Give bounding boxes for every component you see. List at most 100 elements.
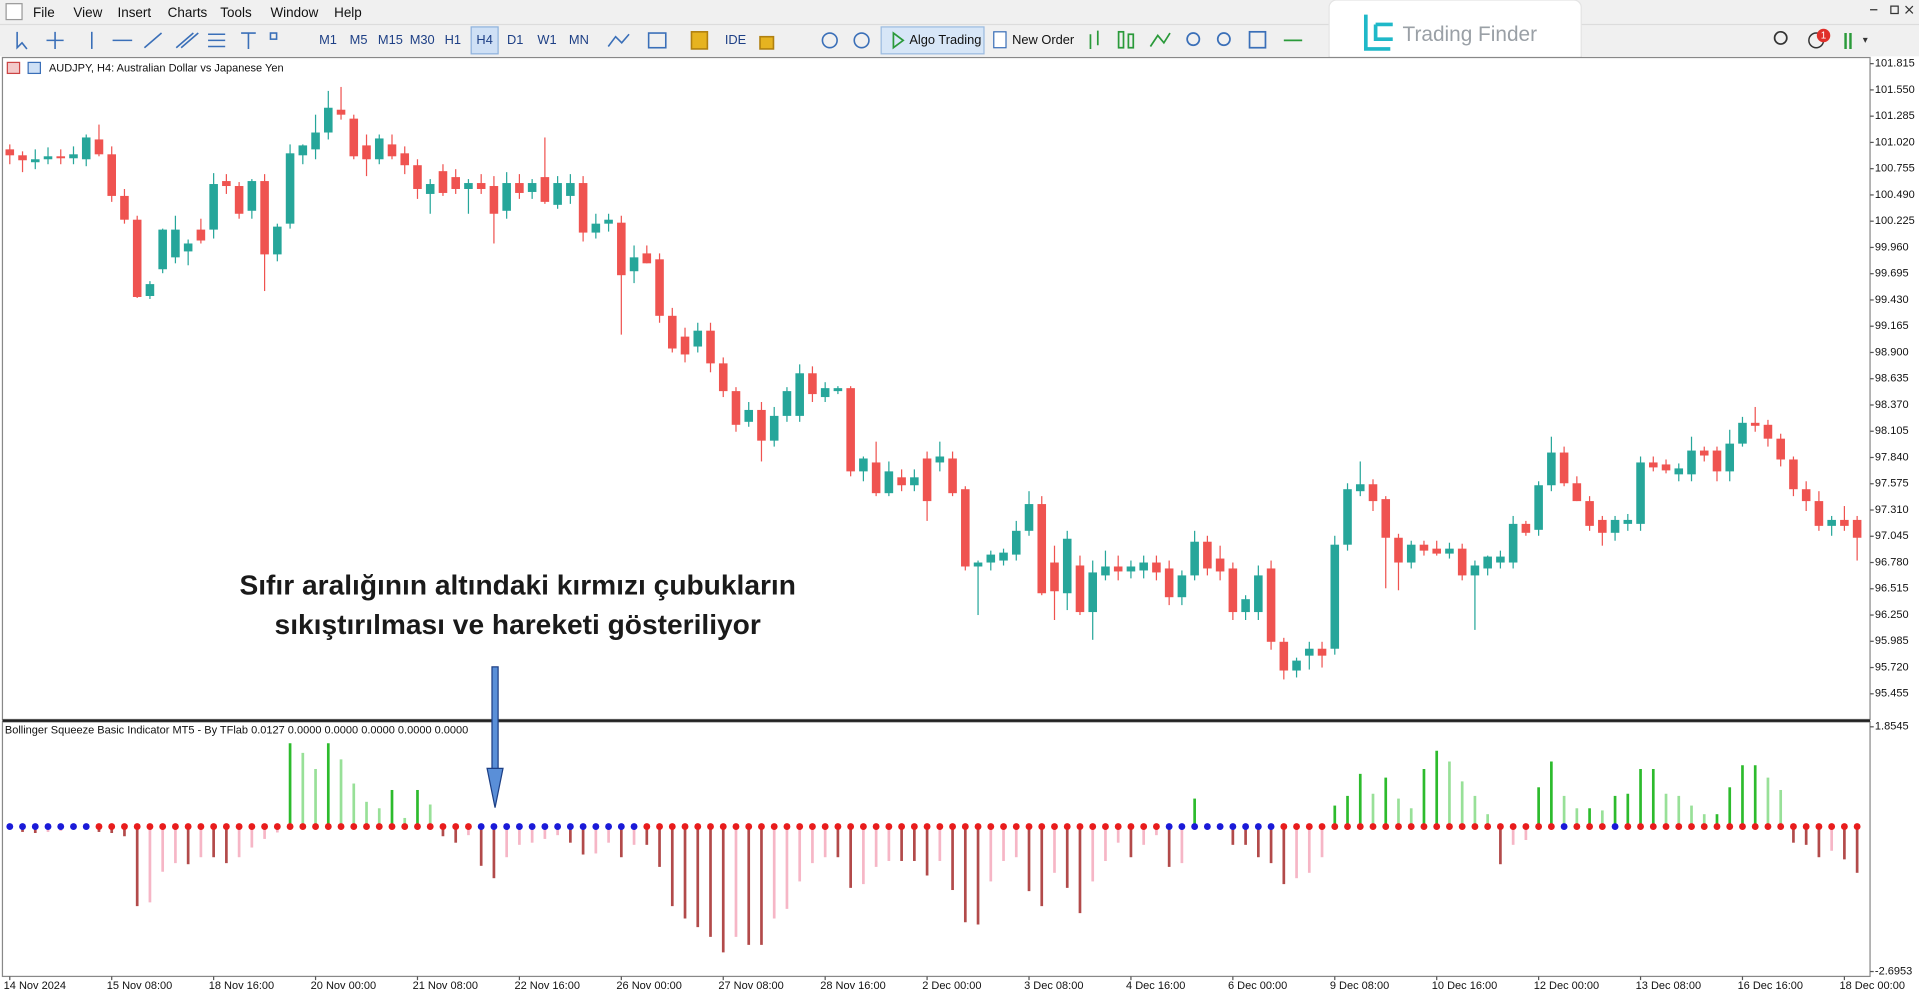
timeframe-button[interactable]: D1 (507, 32, 523, 47)
candle-body (1241, 599, 1250, 613)
candle-body (1763, 424, 1773, 439)
candle-body (425, 184, 435, 194)
channel-icon[interactable] (175, 32, 199, 49)
line-icon[interactable] (1149, 32, 1171, 47)
y-tick-label: 100.755 (1875, 163, 1915, 175)
zoom-out-icon[interactable] (1216, 32, 1231, 47)
candle-body (1292, 660, 1301, 671)
squeeze-dot (414, 823, 421, 830)
squeeze-dot (1165, 823, 1173, 830)
squeeze-dot (1051, 823, 1058, 830)
drawing-tools[interactable] (16, 31, 278, 50)
cursor-icon[interactable] (16, 31, 28, 50)
menu-item[interactable]: Charts (168, 5, 208, 20)
shapes-icon[interactable] (269, 32, 278, 40)
candle-body (935, 456, 945, 463)
menu-item[interactable]: Help (334, 5, 362, 20)
candle-body (961, 489, 970, 567)
squeeze-dot (159, 823, 167, 830)
candle-body (1457, 548, 1467, 576)
tile-icon[interactable] (1248, 30, 1267, 49)
trendline-icon[interactable] (143, 32, 163, 49)
candle-body (693, 330, 703, 347)
lock-icon[interactable] (759, 35, 775, 50)
squeeze-dot (554, 823, 562, 830)
menu-arrow: ▾ (1863, 35, 1868, 46)
menu-item[interactable]: File (33, 5, 55, 20)
squeeze-dot (465, 823, 472, 830)
timeframe-button[interactable]: M30 (410, 32, 435, 47)
x-tick-label: 10 Dec 16:00 (1432, 980, 1497, 992)
squeeze-dot (1496, 823, 1504, 830)
candles-icon-2[interactable] (1127, 33, 1135, 49)
y-tick-label: 99.165 (1875, 320, 1909, 332)
squeeze-dot (1713, 823, 1721, 830)
menu-item[interactable]: Insert (117, 5, 151, 20)
x-tick-label: 16 Dec 16:00 (1738, 980, 1803, 992)
fibo-icon[interactable] (208, 33, 226, 48)
candle-body (833, 388, 843, 392)
squeeze-dot (528, 823, 536, 830)
candle-body (1126, 566, 1136, 572)
candles-icon[interactable] (1117, 30, 1125, 49)
menu-item[interactable]: View (73, 5, 102, 20)
template-icon[interactable] (647, 32, 667, 49)
bars-icon[interactable] (1089, 30, 1099, 49)
crosshair-icon[interactable] (46, 31, 64, 49)
squeeze-dot (1369, 823, 1377, 830)
candle-body (1164, 568, 1174, 598)
candle-body (30, 159, 40, 163)
candle-body (1381, 499, 1391, 538)
ide-button[interactable]: IDE (725, 32, 746, 47)
zoom-in-icon[interactable] (1186, 32, 1201, 47)
menu-item[interactable]: Window (270, 5, 318, 20)
squeeze-dot (401, 823, 409, 830)
candle-body (171, 229, 180, 258)
timeframe-button[interactable]: M15 (378, 32, 403, 47)
y-tick-label: 1.8545 (1875, 721, 1909, 733)
menu-item[interactable]: Tools (220, 5, 252, 20)
timeframe-button[interactable]: M5 (350, 32, 368, 47)
y-tick-label: 99.695 (1875, 268, 1909, 280)
window-controls[interactable] (1870, 5, 1914, 15)
y-tick-label: 98.370 (1875, 399, 1909, 411)
indicator-icon[interactable] (607, 33, 630, 47)
squeeze-dot (987, 823, 995, 830)
timeframe-button[interactable]: W1 (537, 32, 556, 47)
candle-body (1559, 452, 1569, 484)
timeframe-button[interactable]: M1 (319, 32, 337, 47)
squeeze-dot (1127, 823, 1135, 830)
timeframe-button[interactable]: H4 (476, 32, 492, 47)
squeeze-dot (1293, 823, 1300, 830)
text-icon[interactable] (241, 32, 256, 49)
algo-trading-button[interactable] (880, 26, 985, 55)
squeeze-dot (732, 823, 740, 830)
candle-body (668, 315, 677, 349)
squeeze-dot (1420, 823, 1428, 830)
cloud-icon[interactable] (821, 32, 838, 49)
x-tick-label: 2 Dec 00:00 (922, 980, 981, 992)
squeeze-dot (1280, 823, 1288, 830)
candle-body (1814, 501, 1824, 526)
chart-tools[interactable] (607, 31, 870, 50)
market-icon[interactable] (690, 31, 709, 50)
squeeze-dot (197, 823, 205, 830)
search-icon[interactable] (1773, 30, 1788, 45)
algo-trading-label[interactable]: Algo Trading (909, 32, 981, 47)
timeframe-button[interactable]: MN (569, 32, 589, 47)
candle-body (1789, 459, 1798, 490)
new-order-button[interactable]: New Order (1012, 32, 1075, 47)
vps-icon[interactable] (853, 32, 870, 49)
candle-body (464, 183, 473, 189)
candle-body (1139, 562, 1148, 571)
view-tools[interactable] (1089, 30, 1303, 49)
squeeze-dot (872, 823, 880, 830)
candle-body (808, 373, 817, 395)
candle-body (591, 223, 601, 233)
brand-name: Trading Finder (1403, 23, 1538, 46)
y-tick-label: 100.490 (1875, 189, 1915, 201)
x-tick-label: 22 Nov 16:00 (515, 980, 580, 992)
timeframe-button[interactable]: H1 (445, 32, 461, 47)
candle-body (1496, 556, 1505, 563)
price-panel (1, 56, 1871, 721)
